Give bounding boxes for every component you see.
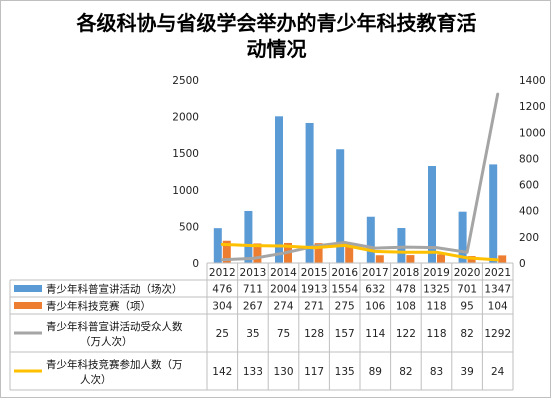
data-label: 114 <box>365 328 385 340</box>
data-label: 274 <box>273 301 293 313</box>
chart-title-line-1: 各级科协与省级学会举办的青少年科技教育活 <box>76 11 477 35</box>
y-left-tick-label: 500 <box>179 221 199 233</box>
data-label: 82 <box>460 328 473 340</box>
legend-key-row-competitions <box>14 302 42 309</box>
y-right-tick-label: 0 <box>519 258 526 270</box>
x-tick-label: 2019 <box>423 267 450 279</box>
legend-key-row-lecture-sessions <box>14 285 42 292</box>
data-label: 108 <box>396 301 416 313</box>
data-label: 632 <box>365 284 385 296</box>
plot-area: 0 500 1000 1500 2000 2500 0 200 400 600 800 1000 120… <box>172 75 545 270</box>
data-label: 128 <box>304 328 324 340</box>
bar-lecture-sessions <box>458 211 467 263</box>
x-tick-label: 2018 <box>393 267 420 279</box>
x-tick-label: 2021 <box>484 267 511 279</box>
data-label: 24 <box>491 366 505 378</box>
x-tick-label: 2015 <box>301 267 328 279</box>
bar-lecture-sessions <box>366 216 375 263</box>
y-left-tick-label: 1500 <box>172 148 199 160</box>
y-right-tick-label: 800 <box>519 153 539 165</box>
data-label: 82 <box>399 366 412 378</box>
y-right-tick-label: 1000 <box>519 127 546 139</box>
bar-competitions <box>375 255 384 263</box>
bar-competitions <box>314 243 323 263</box>
data-label: 75 <box>277 328 290 340</box>
data-label: 275 <box>335 301 355 313</box>
data-label: 135 <box>335 366 355 378</box>
data-label: 118 <box>426 301 446 313</box>
series-label-line: 青少年科普宣讲活动受众人数 <box>46 320 183 333</box>
series-label: 青少年科技竞赛（项） <box>46 300 151 313</box>
x-tick-label: 2017 <box>362 267 389 279</box>
bar-lecture-sessions <box>489 164 498 263</box>
data-label: 304 <box>212 301 232 313</box>
y-left-tick-label: 2500 <box>172 75 199 87</box>
y-right-tick-label: 1400 <box>519 75 546 87</box>
data-label: 267 <box>243 301 263 313</box>
chart-title-line-2: 动情况 <box>246 37 307 61</box>
data-label: 133 <box>243 366 263 378</box>
bar-competitions <box>253 243 262 263</box>
data-label: 104 <box>488 301 508 313</box>
data-label: 478 <box>396 284 416 296</box>
line-competition-participants <box>220 242 500 262</box>
bar-lecture-sessions <box>305 122 314 263</box>
data-label: 701 <box>457 284 477 296</box>
data-label: 95 <box>460 301 473 313</box>
y-right-tick-label: 200 <box>519 232 539 244</box>
bar-lecture-sessions <box>244 210 253 263</box>
bar-lecture-sessions <box>275 116 283 264</box>
data-label: 157 <box>335 328 355 340</box>
data-label: 118 <box>426 328 446 340</box>
data-label: 1554 <box>331 284 358 296</box>
bar-lecture-sessions <box>428 166 436 263</box>
data-label: 711 <box>243 284 263 296</box>
y-right-tick-label: 400 <box>519 206 539 218</box>
line-lecture-audience <box>220 92 500 262</box>
data-label: 130 <box>273 366 293 378</box>
x-tick-label: 2016 <box>331 267 358 279</box>
data-label: 1347 <box>484 284 511 296</box>
data-label: 1292 <box>484 328 511 340</box>
series-label: 青少年科普宣讲活动（场次） <box>46 283 183 296</box>
bar-competitions <box>222 240 231 263</box>
data-label: 39 <box>460 366 473 378</box>
series-label-line: （万人次） <box>80 335 133 348</box>
data-label: 83 <box>430 366 443 378</box>
bar-competitions <box>345 242 354 263</box>
data-label: 35 <box>246 328 259 340</box>
data-label: 476 <box>212 284 232 296</box>
y-left-tick-label: 2000 <box>172 112 199 124</box>
bar-lecture-sessions <box>336 149 345 263</box>
data-label: 2004 <box>270 284 297 296</box>
bar-competitions <box>498 255 507 263</box>
data-label: 1913 <box>301 284 328 296</box>
data-label: 25 <box>216 328 229 340</box>
data-label: 122 <box>396 328 416 340</box>
data-label: 106 <box>365 301 385 313</box>
data-label: 89 <box>369 366 382 378</box>
data-label: 142 <box>212 366 232 378</box>
y-right-tick-label: 600 <box>519 180 539 192</box>
data-label: 117 <box>304 366 324 378</box>
series-label-line: 人次） <box>80 373 112 386</box>
data-label: 1325 <box>423 284 450 296</box>
bar-competitions <box>406 255 415 263</box>
y-right-tick-label: 1200 <box>519 101 546 113</box>
x-tick-label: 2020 <box>454 267 481 279</box>
x-tick-label: 2013 <box>240 267 267 279</box>
y-left-tick-label: 1000 <box>172 185 199 197</box>
bar-lecture-sessions <box>213 228 222 263</box>
series-label-line: 青少年科技竞赛参加人数（万 <box>46 358 183 371</box>
bar-competitions <box>437 254 445 263</box>
chart-title: 各级科协与省级学会举办的青少年科技教育活 动情况 <box>20 10 533 62</box>
data-table: 2012 2013 2014 2015 2016 2017 2018 2019 2020 2021… <box>9 262 514 391</box>
bar-lecture-sessions <box>397 228 406 263</box>
x-tick-label: 2014 <box>270 267 297 279</box>
x-tick-label: 2012 <box>209 267 236 279</box>
data-label: 271 <box>304 301 324 313</box>
y-left-tick-label: 0 <box>192 258 199 270</box>
